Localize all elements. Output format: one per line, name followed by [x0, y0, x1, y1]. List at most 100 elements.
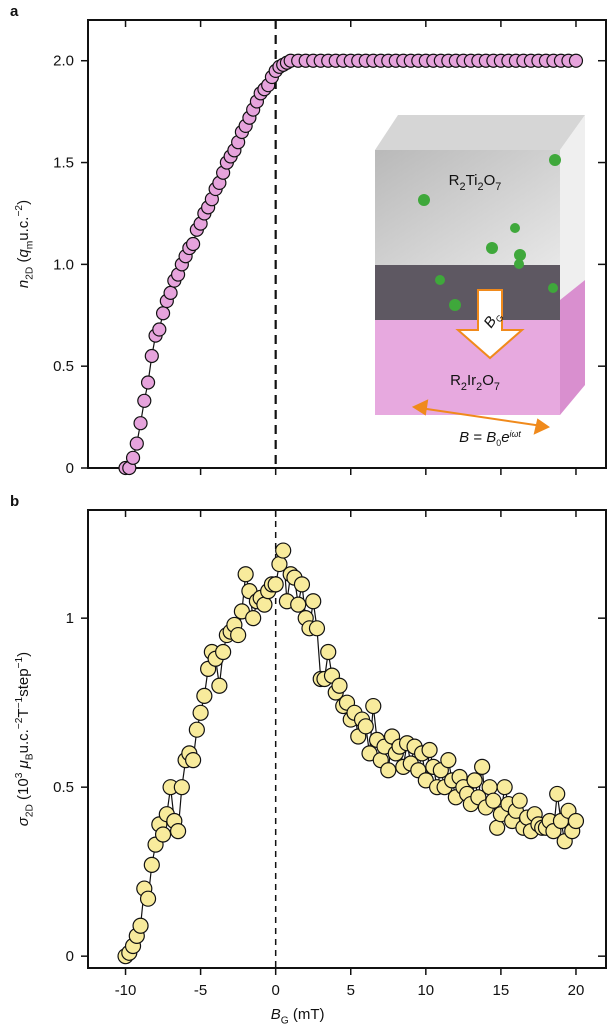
label-part: m	[25, 241, 36, 250]
y-tick-label: 1.5	[53, 155, 74, 172]
label-part: 0	[496, 438, 501, 448]
y-tick-label: 0	[66, 460, 74, 477]
data-point	[466, 772, 483, 789]
data-point	[185, 752, 202, 769]
x-tick-label: 10	[417, 982, 434, 999]
data-point	[132, 917, 149, 934]
label-part: −2	[14, 205, 25, 217]
label-part: 2	[461, 381, 467, 393]
y-tick-label: 1.0	[53, 256, 74, 273]
y-tick-label: 0.5	[53, 358, 74, 375]
data-point	[173, 779, 190, 796]
x-tick-label: 5	[347, 982, 355, 999]
label-part: T	[15, 708, 32, 717]
data-point	[129, 436, 144, 451]
label-part: G	[494, 313, 506, 324]
x-tick-label: 20	[568, 982, 585, 999]
sphere	[514, 259, 524, 269]
label-part: Ti	[466, 172, 478, 189]
data-point	[474, 758, 491, 775]
label-part: 2D	[25, 267, 36, 280]
data-point	[421, 741, 438, 759]
label-part: O	[482, 372, 494, 389]
data-point	[267, 576, 284, 593]
data-point	[485, 792, 502, 809]
x-tick-label: 15	[493, 982, 510, 999]
label-part: B	[459, 429, 469, 446]
sphere	[418, 194, 430, 206]
data-point	[365, 697, 382, 715]
arrow-head	[533, 418, 550, 435]
data-point	[230, 626, 247, 644]
x-tick-label: -10	[115, 982, 137, 999]
label-part: 7	[494, 381, 500, 393]
data-point	[211, 677, 228, 694]
annotation: R2Ir2O7	[450, 372, 500, 393]
plot-frame	[87, 509, 607, 969]
label-part: (	[15, 258, 32, 267]
panel-label: b	[10, 493, 19, 510]
label-part: 2	[460, 181, 466, 193]
label-part: )	[15, 200, 32, 205]
data-point	[511, 792, 528, 809]
label-part: R	[450, 372, 461, 389]
sphere	[549, 154, 561, 166]
upper-layer	[375, 150, 560, 270]
data-point	[275, 542, 292, 559]
label-part: 2	[476, 381, 482, 393]
data-point	[237, 566, 254, 583]
label-part: −1	[14, 656, 25, 668]
annotation: B = B0eiωt	[459, 429, 521, 448]
data-point	[481, 779, 498, 796]
sphere	[548, 283, 558, 293]
data-point	[163, 285, 178, 300]
data-point	[186, 236, 201, 252]
label-part: B	[271, 1006, 281, 1023]
arrow-head	[411, 399, 429, 416]
data-point	[196, 687, 213, 705]
label-part: q	[15, 249, 32, 258]
label-part: u.c.	[15, 729, 32, 753]
drive-arrow-line	[419, 407, 543, 427]
label-part: Ir	[467, 372, 476, 389]
label-part: )	[15, 652, 32, 657]
label-part: 2D	[25, 804, 36, 817]
data-point	[568, 53, 584, 68]
sphere	[449, 299, 461, 311]
interface-layer	[375, 265, 560, 320]
data-point	[125, 450, 141, 465]
data-point	[188, 721, 205, 738]
data-point	[154, 826, 172, 843]
drive-arrow	[411, 399, 550, 435]
label-part: u.c.	[15, 217, 32, 241]
x-tick-label: 0	[272, 982, 280, 999]
data-point	[192, 704, 209, 721]
field-arrow	[455, 289, 525, 360]
annotation: R2Ti2O7	[449, 172, 502, 193]
label-part: (mT)	[289, 1006, 325, 1023]
data-point	[293, 576, 311, 593]
inset-diagram	[375, 115, 585, 435]
data-point	[357, 718, 374, 735]
x-tick-label: -5	[194, 982, 207, 999]
label-part: B	[25, 753, 36, 760]
data-point	[496, 779, 513, 796]
sphere	[486, 242, 498, 254]
data-point	[567, 812, 585, 830]
data-point	[139, 890, 157, 907]
label-part: G	[281, 1016, 289, 1027]
data-point	[133, 416, 148, 431]
data-point	[169, 823, 187, 840]
label-part: n	[15, 280, 32, 288]
data-point	[549, 785, 566, 803]
x-axis-label: BG (mT)	[271, 1006, 325, 1027]
label-part: e	[501, 429, 509, 446]
label-part: iωt	[510, 429, 522, 439]
label-part: 7	[495, 181, 501, 193]
data-point	[256, 596, 273, 613]
plot-frame	[87, 19, 607, 469]
label-part: R	[449, 172, 460, 189]
y-tick-label: 1	[66, 610, 74, 627]
